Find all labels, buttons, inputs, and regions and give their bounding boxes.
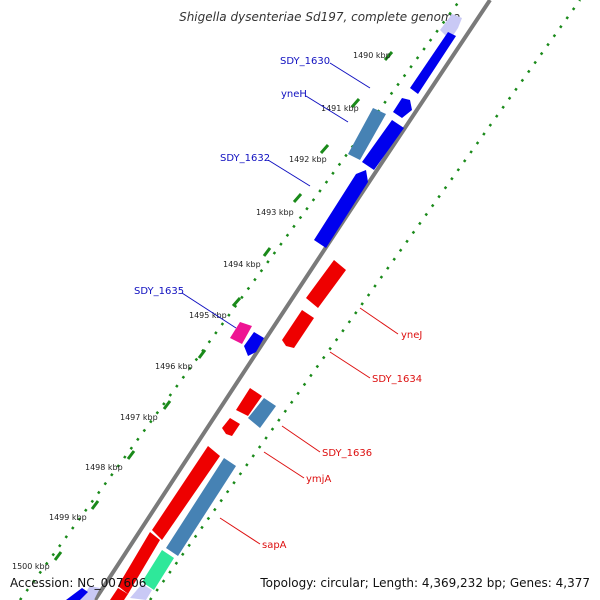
gene-arrow[interactable] <box>393 98 412 118</box>
gene-arrow[interactable] <box>118 532 160 594</box>
tick-label: 1490 kbp <box>353 51 391 60</box>
gene-arrow[interactable] <box>410 32 456 94</box>
leader-line <box>359 307 399 335</box>
gene-label-reverse[interactable]: ymjA <box>306 474 331 485</box>
leader-line <box>305 95 349 123</box>
gene-arrow[interactable] <box>244 332 264 356</box>
gene-label-reverse[interactable]: SDY_1634 <box>372 374 422 385</box>
gene-arrow[interactable] <box>348 108 386 160</box>
gene-arrow[interactable] <box>66 588 88 600</box>
tick-mark <box>197 349 207 359</box>
tick-mark <box>53 551 63 561</box>
forward-leaders <box>181 62 371 329</box>
tick-label: 1491 kbp <box>321 104 359 113</box>
leader-line <box>329 62 371 89</box>
reverse-genes <box>110 260 346 600</box>
gene-arrow[interactable] <box>222 418 240 436</box>
gene-arrow[interactable] <box>440 14 462 40</box>
gene-arrow[interactable] <box>80 586 100 600</box>
gene-label-forward[interactable]: yneH <box>281 89 307 100</box>
gene-label-reverse[interactable]: sapA <box>262 540 287 551</box>
leader-line <box>267 159 311 187</box>
genome-backbone <box>93 0 492 600</box>
gene-arrow[interactable] <box>152 446 220 540</box>
leader-line <box>181 292 237 329</box>
gene-arrow[interactable] <box>110 588 128 600</box>
leader-line <box>219 517 261 545</box>
leader-line <box>281 425 321 453</box>
gene-arrow[interactable] <box>130 584 152 600</box>
gene-arrow[interactable] <box>166 458 236 556</box>
gene-label-forward[interactable]: SDY_1632 <box>220 153 270 164</box>
gene-arrow[interactable] <box>362 120 404 170</box>
tick-label: 1496 kbp <box>155 362 193 371</box>
tick-mark <box>90 500 100 510</box>
gene-label-forward[interactable]: SDY_1630 <box>280 56 330 67</box>
tick-label: 1500 kbp <box>12 562 50 571</box>
tick-mark <box>231 297 242 307</box>
reverse-leaders <box>219 307 399 545</box>
topology-label: Topology: circular; Length: 4,369,232 bp… <box>260 576 590 590</box>
leader-line <box>329 351 371 379</box>
tick-label: 1493 kbp <box>256 208 294 217</box>
tick-label: 1492 kbp <box>289 155 327 164</box>
tick-mark <box>319 144 330 154</box>
tick-mark <box>292 193 303 203</box>
tick-mark <box>262 247 272 257</box>
tick-mark <box>383 51 394 61</box>
gene-arrow[interactable] <box>230 322 252 344</box>
tick-label: 1497 kbp <box>120 413 158 422</box>
gene-arrow[interactable] <box>314 170 368 248</box>
forward-genes <box>66 14 462 600</box>
inner-dotted-ring <box>148 0 582 600</box>
gene-label-forward[interactable]: SDY_1635 <box>134 286 184 297</box>
tick-mark <box>162 400 172 410</box>
gene-arrow[interactable] <box>142 550 174 590</box>
gene-arrow[interactable] <box>282 310 314 348</box>
tick-mark <box>126 450 136 460</box>
tick-mark <box>350 98 361 108</box>
gene-arrow[interactable] <box>236 388 262 416</box>
tick-label: 1499 kbp <box>49 513 87 522</box>
tick-label: 1498 kbp <box>85 463 123 472</box>
genome-title: Shigella dysenteriae Sd197, complete gen… <box>179 10 460 24</box>
gene-arrow[interactable] <box>306 260 346 308</box>
accession-label: Accession: NC_007606 <box>10 576 147 590</box>
tick-label: 1494 kbp <box>223 260 261 269</box>
gene-arrow[interactable] <box>248 398 276 428</box>
gene-label-reverse[interactable]: SDY_1636 <box>322 448 372 459</box>
tick-marks <box>53 51 394 561</box>
leader-line <box>263 451 305 479</box>
tick-label: 1495 kbp <box>189 311 227 320</box>
gene-label-reverse[interactable]: yneJ <box>401 330 422 341</box>
